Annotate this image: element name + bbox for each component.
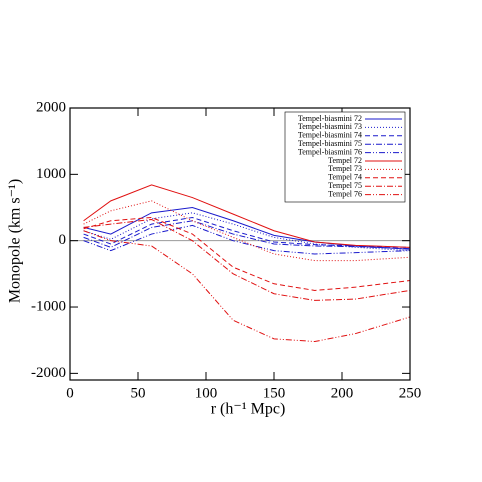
- x-tick-label: 100: [195, 385, 218, 401]
- series-line: [83, 220, 411, 250]
- legend-box: [284, 111, 406, 203]
- series-line: [83, 218, 411, 301]
- legend-label: Tempel 74: [328, 173, 362, 182]
- y-tick-label: 2000: [36, 99, 66, 115]
- plot-frame: [69, 107, 411, 381]
- legend-label: Tempel 73: [328, 164, 362, 173]
- x-tick-label: 0: [66, 385, 74, 401]
- y-tick-label: 0: [59, 232, 67, 248]
- x-tick-label: 200: [331, 385, 354, 401]
- series-line: [83, 216, 411, 248]
- legend-label: Tempel 76: [328, 189, 362, 198]
- legend-label: Tempel-biasmini 76: [298, 147, 362, 156]
- legend-label: Tempel 75: [328, 181, 362, 190]
- series-line: [83, 212, 411, 252]
- x-tick-label: 150: [263, 385, 286, 401]
- legend-label: Tempel-biasmini 73: [298, 122, 362, 131]
- y-tick-label: -2000: [31, 365, 66, 381]
- x-tick-label: 250: [399, 385, 422, 401]
- y-axis-label: Monopole (km s⁻¹): [7, 179, 24, 303]
- legend-label: Tempel 72: [328, 156, 362, 165]
- legend-label: Tempel-biasmini 72: [298, 114, 362, 123]
- y-tick-label: 1000: [36, 166, 66, 182]
- series-line: [83, 216, 411, 291]
- series-line: [83, 224, 411, 255]
- x-axis-label: r (h⁻¹ Mpc): [211, 401, 286, 418]
- legend-label: Tempel-biasmini 74: [298, 131, 362, 140]
- series-line: [83, 184, 411, 248]
- series-line: [83, 200, 411, 262]
- legend-label: Tempel-biasmini 75: [298, 139, 362, 148]
- y-tick-label: -1000: [31, 298, 66, 314]
- series-line: [83, 230, 411, 343]
- x-tick-label: 50: [131, 385, 146, 401]
